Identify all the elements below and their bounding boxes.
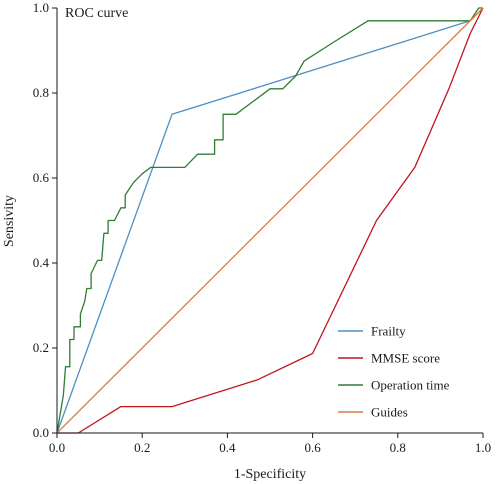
- y-tick-label: 0.6: [33, 170, 50, 185]
- legend-label: Guides: [371, 405, 408, 420]
- y-tick-label: 0.0: [33, 425, 49, 440]
- x-tick-label: 0.0: [49, 440, 65, 455]
- tick-layer: 0.0 0.2 0.4 0.6 0.8 1.0 0.0 0.2 0.4 0.6 0.8 1.0: [33, 0, 491, 455]
- y-tick-label: 1.0: [33, 0, 49, 15]
- x-tick-label: 0.6: [304, 440, 321, 455]
- y-tick-label: 0.2: [33, 340, 49, 355]
- x-tick-label: 1.0: [475, 440, 491, 455]
- series-layer: [56, 7, 484, 434]
- y-tick-label: 0.8: [33, 85, 49, 100]
- x-tick-label: 0.2: [134, 440, 150, 455]
- legend-label: Operation time: [371, 378, 450, 393]
- series-line-guides: [56, 7, 484, 434]
- legend-label: Frailty: [371, 324, 406, 339]
- legend-label: MMSE score: [371, 351, 440, 366]
- chart-title: ROC curve: [65, 6, 128, 21]
- series-line-operation-time: [56, 7, 483, 434]
- y-tick-label: 0.4: [33, 255, 50, 270]
- series-line-mmse-score: [57, 7, 484, 434]
- x-tick-label: 0.4: [219, 440, 236, 455]
- y-axis-label: Sensivity: [2, 195, 17, 247]
- x-tick-label: 0.8: [390, 440, 406, 455]
- legend: Frailty MMSE score Operation time Guides: [338, 324, 450, 420]
- x-axis-label: 1-Specificity: [234, 467, 306, 482]
- axis-layer: [56, 8, 483, 434]
